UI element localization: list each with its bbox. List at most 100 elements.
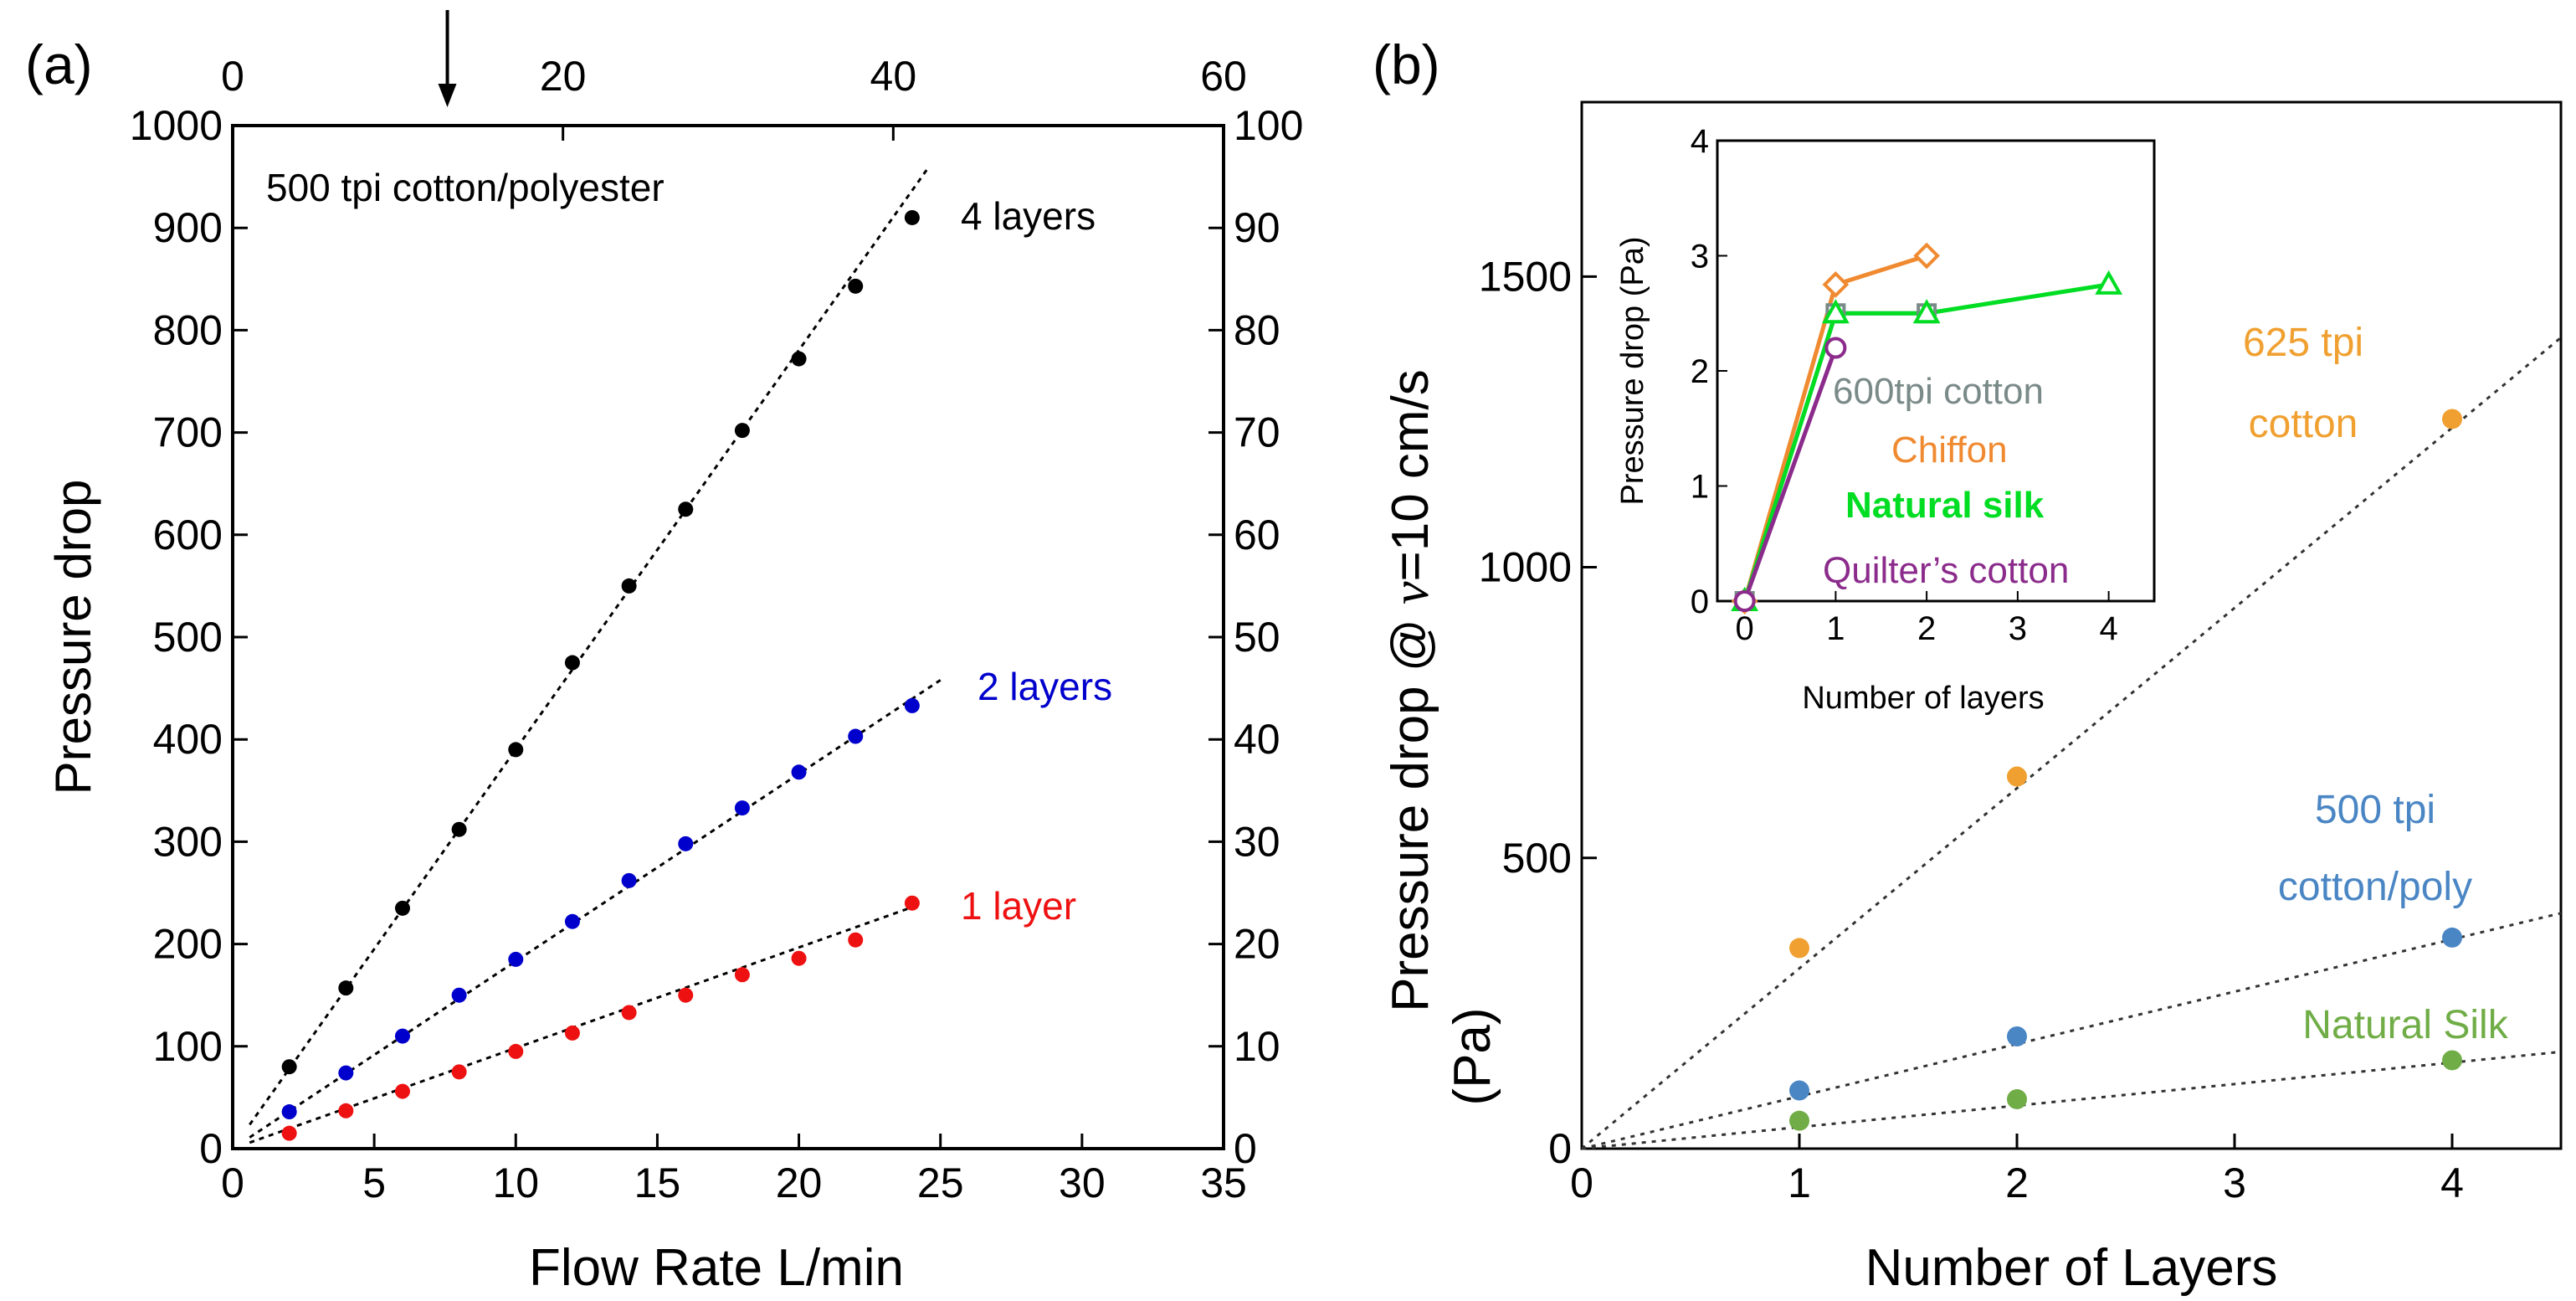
label-625-line1: 625 tpi xyxy=(2243,321,2363,365)
a-point xyxy=(451,1064,467,1080)
inset-lines xyxy=(1731,242,2123,615)
a-point xyxy=(564,655,580,671)
panel-b-frame xyxy=(1580,100,2563,1150)
b-point xyxy=(2442,1050,2462,1071)
a-top-tick-label: 0 xyxy=(221,53,244,100)
inset-frame xyxy=(1716,139,2156,603)
inset-ticks: 0 1 2 3 4 0 1 2 3 4 xyxy=(1691,123,2118,647)
panel-b-ylabel-tail: =10 cm/s xyxy=(1382,369,1439,581)
label-silk: Natural Silk xyxy=(2302,1003,2508,1047)
inset-xtick-label: 4 xyxy=(2100,610,2118,647)
a-top-tick-label: 60 xyxy=(1200,53,1247,100)
a-right-tick-label: 0 xyxy=(1234,1125,1257,1172)
a-point xyxy=(904,209,920,225)
a-right-tick-label: 50 xyxy=(1234,614,1280,661)
a-point xyxy=(338,1103,354,1118)
label-625-line2: cotton xyxy=(2249,402,2358,446)
b-ytick-label: 1500 xyxy=(1479,253,1572,300)
a-point xyxy=(621,578,637,594)
a-xtick-label: 10 xyxy=(492,1160,539,1206)
a-xtick-label: 30 xyxy=(1059,1160,1106,1206)
inset: 0 1 2 3 4 0 1 2 3 4 600tpi cotton Chiffon Natural… xyxy=(1615,123,2156,716)
inset-series-line xyxy=(1742,282,2110,602)
a-point xyxy=(791,351,807,367)
a-right-tick-label: 40 xyxy=(1234,716,1280,763)
a-point xyxy=(338,1065,354,1081)
panel-a-series-label-1-layer: 1 layer xyxy=(961,884,1076,928)
panel-b-points xyxy=(1789,409,2462,1131)
a-point xyxy=(451,821,467,837)
a-point xyxy=(394,1083,410,1099)
a-ytick-label: 400 xyxy=(153,716,223,763)
label-500-line2: cotton/poly xyxy=(2278,865,2472,909)
inset-ytick-label: 4 xyxy=(1691,123,1709,160)
a-right-tick-label: 60 xyxy=(1234,512,1280,558)
b-xtick-label: 1 xyxy=(1788,1160,1811,1206)
panel-b-fit-lines xyxy=(1581,337,2562,1150)
panel-b-ylabel: Pressure drop @ v=10 cm/s xyxy=(1382,369,1439,1012)
inset-marker-triangle xyxy=(1821,299,1850,324)
a-point xyxy=(621,872,637,888)
a-ytick-label: 500 xyxy=(153,614,223,661)
a-point xyxy=(281,1125,297,1141)
panel-a-frame xyxy=(231,124,1225,1150)
inset-xtick-label: 3 xyxy=(2009,610,2027,647)
a-right-tick-label: 90 xyxy=(1234,204,1280,251)
a-point xyxy=(734,423,750,439)
a-ytick-label: 900 xyxy=(153,204,223,251)
inset-marker-circle xyxy=(1733,590,1756,612)
panel-a: (a) 0 5 10 15 20 25 30 350100200300400500600700… xyxy=(25,10,1303,1297)
b-ytick-label: 0 xyxy=(1548,1125,1572,1172)
inset-legend-quilters: Quilter’s cotton xyxy=(1823,550,2069,591)
a-point xyxy=(678,836,694,851)
a-right-tick-label: 10 xyxy=(1234,1023,1280,1070)
panel-a-title: 500 tpi cotton/polyester xyxy=(266,166,665,209)
a-point xyxy=(564,913,580,929)
a-point xyxy=(281,1104,297,1120)
inset-xlabel: Number of layers xyxy=(1802,681,2044,716)
b-point xyxy=(2007,766,2027,787)
a-xtick-label: 25 xyxy=(917,1160,964,1206)
a-point xyxy=(791,950,807,966)
a-point xyxy=(394,1028,410,1044)
a-point xyxy=(281,1059,297,1075)
inset-ytick-label: 2 xyxy=(1691,353,1709,390)
b-point xyxy=(1789,1110,1809,1131)
a-xtick-label: 0 xyxy=(221,1160,244,1206)
panel-a-ylabel: Pressure drop xyxy=(45,480,101,795)
a-point xyxy=(904,895,920,911)
inset-legend-600tpi: 600tpi cotton xyxy=(1833,371,2044,412)
a-right-tick-label: 20 xyxy=(1234,921,1280,968)
a-point xyxy=(848,932,864,948)
panel-b-xlabel: Number of Layers xyxy=(1865,1239,2278,1297)
a-point xyxy=(508,742,524,758)
a-point xyxy=(564,1025,580,1041)
panel-a-xlabel: Flow Rate L/min xyxy=(529,1239,904,1297)
panel-a-label: (a) xyxy=(25,33,93,95)
inset-series-line xyxy=(1742,347,1838,602)
a-xtick-label: 5 xyxy=(362,1160,386,1206)
b-xtick-label: 2 xyxy=(2005,1160,2029,1206)
b-ytick-label: 500 xyxy=(1502,835,1572,882)
a-ytick-label: 700 xyxy=(153,409,223,456)
a-point xyxy=(338,980,354,996)
b-fit-line xyxy=(1581,912,2562,1150)
a-xtick-label: 35 xyxy=(1200,1160,1247,1206)
inset-xtick-label: 0 xyxy=(1736,610,1754,647)
panel-a-ticks: 0 5 10 15 20 25 30 3501002003004005006007008009… xyxy=(130,53,1304,1206)
inset-ytick-label: 1 xyxy=(1691,469,1709,506)
a-point xyxy=(848,728,864,744)
a-point xyxy=(734,800,750,816)
a-point xyxy=(508,951,524,967)
a-point xyxy=(678,987,694,1003)
a-right-tick-label: 100 xyxy=(1234,102,1303,149)
inset-xtick-label: 1 xyxy=(1826,610,1845,647)
a-ytick-label: 200 xyxy=(153,921,223,968)
panel-a-series-label-4-layers: 4 layers xyxy=(961,194,1096,238)
panel-b-label: (b) xyxy=(1373,33,1440,95)
a-right-tick-label: 70 xyxy=(1234,409,1280,456)
a-point xyxy=(451,987,467,1003)
b-ytick-label: 1000 xyxy=(1479,544,1572,591)
b-point xyxy=(1789,938,1809,959)
